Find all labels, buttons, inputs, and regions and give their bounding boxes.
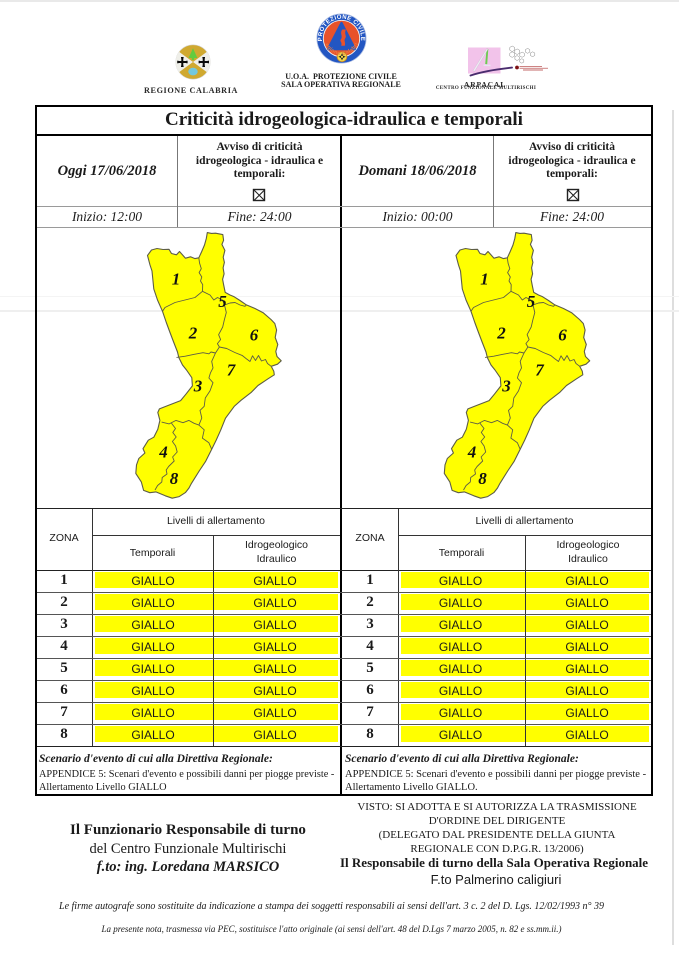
svg-text:2: 2 [188,324,198,343]
svg-text:4: 4 [158,443,168,462]
svg-text:7: 7 [227,361,237,380]
svg-text:5: 5 [218,292,227,311]
svg-text:8: 8 [170,469,179,488]
svg-text:6: 6 [250,326,259,345]
svg-text:3: 3 [193,377,203,396]
svg-text:1: 1 [172,270,181,289]
